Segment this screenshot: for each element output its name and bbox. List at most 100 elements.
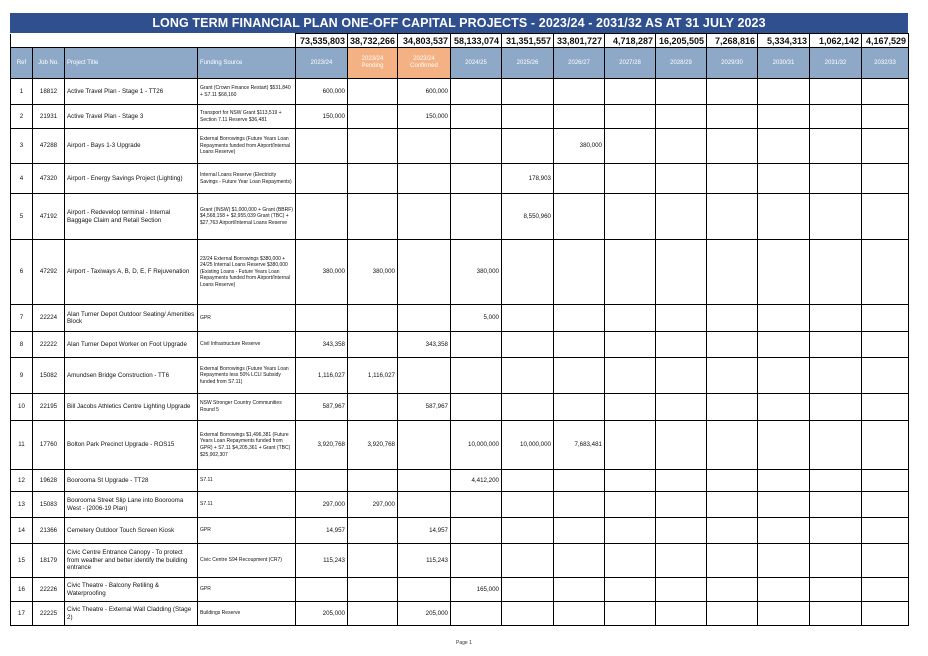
row-amount bbox=[501, 543, 554, 578]
row-amount bbox=[347, 393, 398, 421]
row-amount bbox=[553, 78, 605, 105]
row-amount bbox=[757, 239, 810, 305]
row-funding-source: External Borrowings (Future Years Loan R… bbox=[197, 357, 296, 394]
row-job-no: 47288 bbox=[32, 128, 65, 164]
row-amount bbox=[706, 193, 758, 240]
row-amount bbox=[604, 357, 656, 394]
row-amount: 14,957 bbox=[397, 517, 451, 544]
row-amount: 205,000 bbox=[295, 601, 348, 626]
row-amount bbox=[553, 577, 605, 602]
row-amount bbox=[604, 128, 656, 164]
row-amount bbox=[757, 331, 810, 358]
row-amount bbox=[604, 420, 656, 470]
row-amount bbox=[757, 420, 810, 470]
totals-spacer bbox=[10, 33, 296, 48]
row-amount bbox=[706, 517, 758, 544]
row-amount bbox=[553, 304, 605, 332]
row-amount bbox=[809, 128, 862, 164]
row-amount bbox=[809, 331, 862, 358]
row-amount bbox=[655, 163, 707, 194]
row-amount bbox=[706, 469, 758, 492]
row-amount bbox=[604, 393, 656, 421]
table-row: 14 21366 Cemetery Outdoor Touch Screen Kio… bbox=[10, 517, 909, 544]
row-amount bbox=[706, 601, 758, 626]
row-amount: 115,243 bbox=[295, 543, 348, 578]
row-amount bbox=[501, 393, 554, 421]
row-ref: 6 bbox=[10, 239, 33, 305]
row-amount bbox=[861, 104, 909, 129]
row-amount bbox=[553, 357, 605, 394]
row-amount bbox=[501, 331, 554, 358]
row-amount bbox=[347, 469, 398, 492]
row-amount: 150,000 bbox=[295, 104, 348, 129]
row-amount bbox=[861, 393, 909, 421]
row-amount bbox=[655, 577, 707, 602]
row-amount: 7,683,481 bbox=[553, 420, 605, 470]
row-amount bbox=[450, 331, 502, 358]
header-year: 2028/29 bbox=[655, 47, 707, 79]
row-amount bbox=[706, 78, 758, 105]
row-amount: 380,000 bbox=[347, 239, 398, 305]
row-amount bbox=[809, 193, 862, 240]
row-amount bbox=[347, 517, 398, 544]
totals-row: 73,535,803 38,732,266 34,803,537 58,133,074… bbox=[10, 33, 909, 48]
row-amount bbox=[347, 577, 398, 602]
table-row: 8 22222 Alan Turner Depot Worker on Foot U… bbox=[10, 331, 909, 358]
row-amount bbox=[604, 331, 656, 358]
row-amount bbox=[553, 331, 605, 358]
row-amount bbox=[655, 357, 707, 394]
row-amount bbox=[501, 469, 554, 492]
header-year: 2030/31 bbox=[757, 47, 810, 79]
page-number: Page 1 bbox=[456, 640, 472, 646]
header-funding-source: Funding Source bbox=[197, 47, 296, 79]
total-cell: 34,803,537 bbox=[397, 33, 451, 48]
row-amount bbox=[501, 601, 554, 626]
row-amount: 10,000,000 bbox=[501, 420, 554, 470]
row-project-title: Airport - Taxiways A, B, D, E, F Rejuven… bbox=[64, 239, 198, 305]
row-funding-source: External Borrowings $1,496,381 (Future Y… bbox=[197, 420, 296, 470]
row-amount bbox=[604, 163, 656, 194]
table-row: 9 15082 Amundsen Bridge Construction - TT6… bbox=[10, 357, 909, 394]
row-amount bbox=[706, 304, 758, 332]
row-amount bbox=[553, 193, 605, 240]
row-amount bbox=[861, 601, 909, 626]
row-ref: 12 bbox=[10, 469, 33, 492]
row-funding-source: S7.11 bbox=[197, 469, 296, 492]
row-amount: 343,358 bbox=[295, 331, 348, 358]
row-amount bbox=[809, 104, 862, 129]
row-amount bbox=[553, 543, 605, 578]
row-amount bbox=[706, 163, 758, 194]
row-amount bbox=[706, 577, 758, 602]
row-amount bbox=[757, 78, 810, 105]
row-job-no: 47192 bbox=[32, 193, 65, 240]
row-amount bbox=[655, 469, 707, 492]
header-ref: Ref bbox=[10, 47, 33, 79]
total-cell: 4,167,529 bbox=[861, 33, 909, 48]
total-cell: 7,268,816 bbox=[706, 33, 758, 48]
row-amount: 1,116,027 bbox=[347, 357, 398, 394]
table-row: 16 22226 Civic Theatre - Balcony Retiling … bbox=[10, 577, 909, 602]
row-amount bbox=[861, 420, 909, 470]
row-ref: 4 bbox=[10, 163, 33, 194]
row-amount bbox=[604, 193, 656, 240]
table-row: 10 22195 Bill Jacobs Athletics Centre Ligh… bbox=[10, 393, 909, 421]
row-project-title: Active Travel Plan - Stage 1 - TT26 bbox=[64, 78, 198, 105]
row-amount bbox=[553, 517, 605, 544]
row-ref: 5 bbox=[10, 193, 33, 240]
row-amount bbox=[809, 420, 862, 470]
row-amount: 3,920,768 bbox=[295, 420, 348, 470]
row-amount bbox=[397, 357, 451, 394]
row-amount bbox=[347, 193, 398, 240]
sheet-title: LONG TERM FINANCIAL PLAN ONE-OFF CAPITAL… bbox=[10, 13, 908, 33]
row-funding-source: Grant (Crown Finance Restart) $531,840 +… bbox=[197, 78, 296, 105]
row-amount bbox=[295, 304, 348, 332]
row-project-title: Amundsen Bridge Construction - TT6 bbox=[64, 357, 198, 394]
row-project-title: Alan Turner Depot Outdoor Seating/ Ameni… bbox=[64, 304, 198, 332]
row-amount bbox=[757, 193, 810, 240]
row-amount bbox=[347, 543, 398, 578]
header-project-title: Project Title bbox=[64, 47, 198, 79]
row-amount bbox=[809, 491, 862, 518]
row-amount bbox=[655, 193, 707, 240]
row-amount bbox=[295, 469, 348, 492]
row-funding-source: S7.11 bbox=[197, 491, 296, 518]
